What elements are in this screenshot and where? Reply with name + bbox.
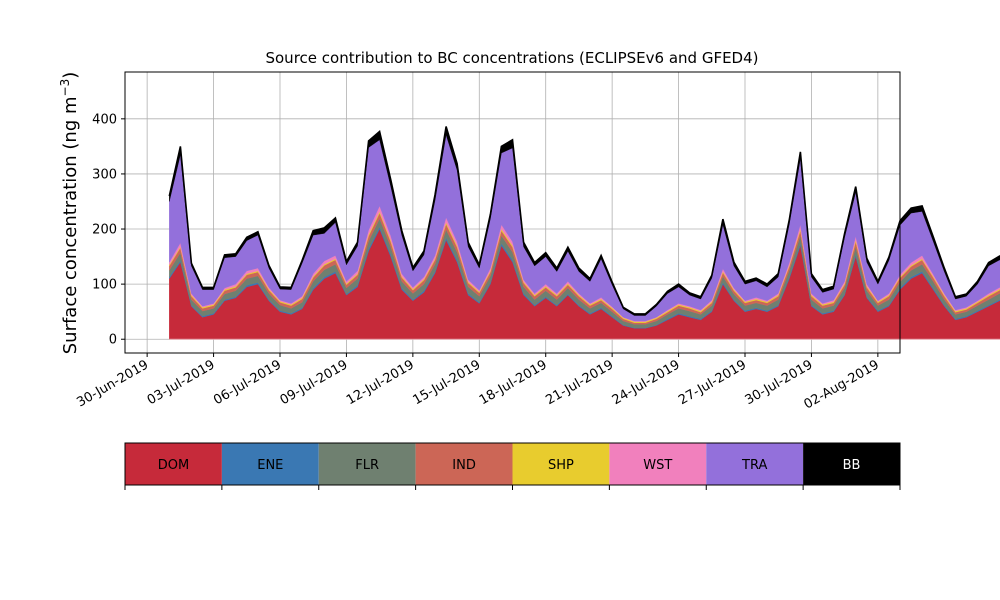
legend-swatch-bb: [803, 443, 900, 485]
y-tick-label: 400: [92, 112, 117, 127]
y-tick-label: 200: [92, 223, 117, 238]
legend-frame: [124, 442, 901, 486]
legend-label-bb: BB: [843, 458, 861, 473]
x-tick-label: 24-Jul-2019: [610, 357, 683, 408]
y-axis-label-main: Surface concentration (ng m: [60, 96, 81, 354]
x-tick-label: 15-Jul-2019: [410, 357, 483, 408]
y-tick-label: 100: [92, 278, 117, 293]
y-axis-label-sup: −3: [58, 79, 72, 97]
x-tick-label: 21-Jul-2019: [543, 357, 616, 408]
legend-swatch-flr: [318, 443, 416, 485]
legend-label-wst: WST: [643, 458, 672, 473]
legend-swatch-shp: [512, 443, 610, 485]
legend-label-shp: SHP: [548, 458, 574, 473]
x-tick-label: 12-Jul-2019: [344, 357, 417, 408]
x-tick-label: 09-Jul-2019: [278, 357, 351, 408]
y-axis-label-close: ): [60, 72, 81, 79]
legend-swatch-ind: [415, 443, 513, 485]
y-tick-label: 300: [92, 167, 117, 182]
x-tick-label: 03-Jul-2019: [145, 357, 218, 408]
legend-swatch-tra: [706, 443, 804, 485]
x-tick-label: 06-Jul-2019: [211, 357, 284, 408]
legend-swatch-wst: [609, 443, 707, 485]
y-axis: 0 100 200 300 400: [92, 112, 125, 348]
legend: DOM ENE FLR IND SHP WST TRA BB: [124, 442, 901, 490]
legend-swatch-ene: [221, 443, 319, 485]
x-axis: 30-Jun-201903-Jul-201906-Jul-201909-Jul-…: [74, 353, 882, 413]
legend-label-tra: TRA: [741, 458, 767, 473]
legend-swatch-dom: [125, 443, 222, 485]
plot-frame: [124, 71, 901, 354]
legend-label-dom: DOM: [158, 458, 189, 473]
x-tick-label: 27-Jul-2019: [676, 357, 749, 408]
y-tick-label: 0: [109, 333, 117, 348]
chart-title: Source contribution to BC concentrations…: [265, 49, 758, 67]
x-tick-label: 18-Jul-2019: [477, 357, 550, 408]
area-layer: [168, 126, 1000, 340]
legend-label-flr: FLR: [355, 458, 379, 473]
legend-label-ene: ENE: [257, 458, 283, 473]
y-axis-label: Surface concentration (ng m−3): [58, 72, 81, 355]
total-line: [168, 126, 1000, 315]
series-area-tra: [169, 134, 1000, 322]
x-tick-label: 02-Aug-2019: [802, 357, 882, 412]
legend-label-ind: IND: [452, 458, 476, 473]
x-tick-label: 30-Jun-2019: [74, 357, 151, 410]
